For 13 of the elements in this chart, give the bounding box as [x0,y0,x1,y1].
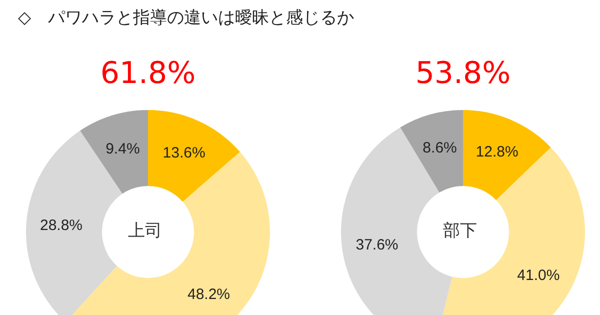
data-label: 8.6% [422,140,457,157]
data-label: 41.0% [517,266,560,284]
data-label: 37.6% [356,236,398,254]
data-label: 9.4% [106,140,140,158]
data-label: 48.2% [187,286,230,303]
chart-subtitle: 53.8% [414,56,512,91]
chart-title: ◇ パワハラと指導の違いは曖昧と感じるか [18,7,354,29]
data-label: 13.6% [162,144,206,162]
text: 上司 [128,221,162,240]
chart-subtitle: 61.8% [99,56,197,91]
data-label: 28.8% [40,216,83,234]
data-label: 12.8% [476,143,518,160]
text: 部下 [443,221,477,240]
